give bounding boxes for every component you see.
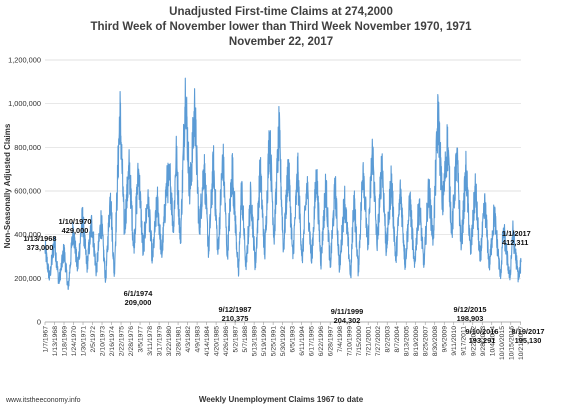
annotation-text: 193,291 [469,336,496,345]
annotation-text: 1/13/1968 [24,234,57,243]
x-tick-label: 6/28/1997 [328,326,335,356]
x-tick-label: 1/18/1969 [62,326,69,356]
y-tick-label: 600,000 [14,187,41,196]
x-tick-label: 4/14/1984 [204,326,211,356]
x-tick-label: 2/22/1975 [119,326,126,356]
annotation-text: 8/19/2017 [512,327,545,336]
annotation-text: 412,311 [502,238,528,247]
x-tick-label: 8/13/2005 [404,326,411,356]
annotation-text: 209,000 [125,298,152,307]
chart-title-line-2: Third Week of November lower than Third … [90,21,472,33]
annotation-text: 6/1/1974 [124,289,154,298]
x-tick-label: 8/2/2003 [385,326,392,353]
annotation-text: 204,302 [334,316,361,325]
x-tick-label: 9/5/2009 [442,326,449,353]
annotation-text: 9/11/1999 [331,307,363,316]
x-tick-label: 8/19/2006 [413,326,420,356]
x-tick-label: 4/3/1982 [185,326,192,353]
x-tick-label: 10/15/2016 [508,326,515,360]
annotation-text: 1/1/2017 [502,229,531,238]
footer-url: www.itstheeconomy.info [5,397,81,404]
x-tick-label: 10/21/2017 [518,326,525,360]
x-tick-label: 8/7/2004 [394,326,401,353]
series-line [44,77,522,290]
x-tick-label: 4/26/1986 [223,326,230,356]
annotation-text: 1/10/1970 [59,217,92,226]
y-tick-label: 400,000 [14,230,41,239]
x-tick-label: 1/24/1970 [71,326,78,356]
x-tick-label: 2/28/1976 [128,326,135,356]
annotation-text: 9/12/2015 [454,305,487,314]
x-tick-label: 6/11/1994 [299,326,306,356]
annotations: 1/13/1968373,0001/10/1970429,0006/1/1974… [24,217,545,345]
chart-title: Unadjusted First-time Claims at 274,2000… [90,6,472,48]
x-tick-label: 6/22/1996 [318,326,325,356]
y-tick-label: 0 [37,318,41,327]
x-tick-label: 5/2/1987 [233,326,240,353]
x-tick-label: 3/22/1980 [166,326,173,356]
x-tick-label: 8/30/2008 [432,326,439,356]
x-tick-label: 8/25/2007 [423,326,430,356]
annotation-text: 9/10/2016 [466,327,499,336]
x-tick-label: 5/13/1989 [252,326,259,356]
x-tick-label: 1/7/1967 [43,326,50,353]
x-tick-label: 5/7/1988 [242,326,249,353]
x-tick-label: 7/21/2001 [366,326,373,356]
annotation-text: 210,375 [222,314,249,323]
x-tick-label: 9/11/2010 [451,326,458,356]
annotation-text: 373,000 [27,243,54,252]
chart-title-line-3: November 22, 2017 [229,36,333,48]
x-tick-label: 1/13/1968 [52,326,59,356]
x-tick-label: 5/19/1990 [261,326,268,356]
x-tick-label: 10/4/2014 [489,326,496,356]
x-tick-label: 3/11/1978 [147,326,154,356]
y-tick-label: 1,000,000 [8,99,41,108]
x-tick-label: 4/9/1983 [195,326,202,353]
y-axis-ticks: 0 200,000 400,000 600,000 800,000 1,000,000 1,… [8,56,41,327]
x-tick-label: 6/17/1995 [309,326,316,356]
x-tick-label: 5/30/1992 [280,326,287,356]
y-tick-label: 200,000 [14,274,41,283]
x-tick-label: 9/22/2012 [470,326,477,356]
x-tick-label: 7/10/1999 [347,326,354,356]
annotation-text: 9/12/1987 [219,305,252,314]
x-axis-ticks: 1/7/1967 1/13/1968 1/18/1969 1/24/1970 1/30/… [43,322,525,360]
y-axis-label: Non-Seasonally Adjusted Claims [3,123,12,248]
x-tick-label: 9/17/2011 [461,326,468,356]
x-tick-label: 5/25/1991 [271,326,278,356]
x-tick-label: 7/15/2000 [356,326,363,356]
claims-series [44,77,522,290]
chart-title-line-1: Unadjusted First-time Claims at 274,2000 [169,6,393,18]
x-tick-label: 10/10/2015 [499,326,506,360]
x-tick-label: 7/27/2002 [375,326,382,356]
x-tick-label: 3/5/1977 [138,326,145,353]
x-tick-label: 4/20/1985 [214,326,221,356]
x-tick-label: 3/28/1981 [176,326,183,356]
x-tick-label: 9/28/2013 [480,326,487,356]
x-axis-label: Weekly Unemployment Claims 1967 to date [199,395,364,404]
annotation-text: 195,130 [515,336,542,345]
x-tick-label: 6/5/1993 [290,326,297,353]
annotation-text: 198,903 [457,314,484,323]
x-tick-label: 7/4/1998 [337,326,344,353]
x-tick-label: 2/10/1973 [100,326,107,356]
x-tick-label: 2/16/1974 [109,326,116,356]
y-tick-label: 800,000 [14,143,41,152]
y-tick-label: 1,200,000 [8,56,41,65]
x-tick-label: 2/5/1972 [90,326,97,353]
x-tick-label: 1/30/1971 [81,326,88,356]
annotation-text: 429,000 [62,226,89,235]
x-tick-label: 3/17/1979 [157,326,164,356]
